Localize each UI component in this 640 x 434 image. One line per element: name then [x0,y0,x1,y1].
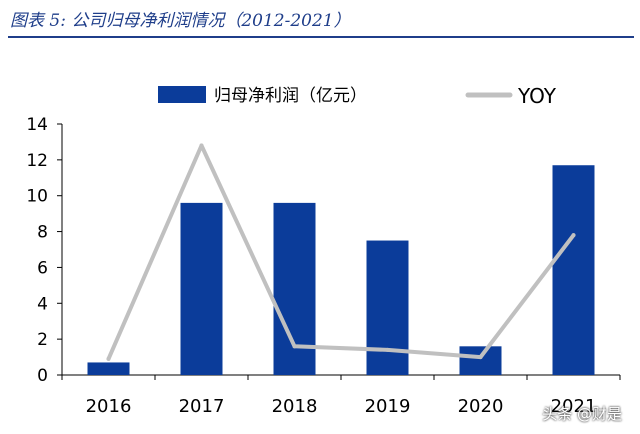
y-tick-label: 2 [37,330,48,350]
bars [87,165,595,375]
y-tick-label: 14 [26,115,48,135]
yoy-line [106,143,576,361]
y-tick-label: 12 [26,151,48,171]
legend: 归母净利润（亿元） YOY [158,84,557,108]
bar-2020 [459,346,502,375]
yoy-point-2018 [292,344,297,349]
bar-2017 [180,202,223,375]
y-tick-label: 6 [37,258,48,278]
y-tick-label: 0 [37,366,48,386]
yoy-point-2020 [478,355,483,360]
y-tick-label: 4 [37,294,48,314]
title-divider [8,36,634,38]
yoy-point-2016 [106,356,111,361]
x-tick-label: 2018 [272,396,318,417]
y-tick-label: 8 [37,223,48,243]
yoy-point-2017 [199,143,204,148]
bar-2018 [273,202,316,375]
watermark: 头条 @财是 [542,405,622,423]
tick-labels: 0 2 4 6 8 10 12 14 2016 2017 2018 2019 2020 2021 [26,115,596,417]
axes [57,123,621,380]
legend-bar-swatch [158,86,206,103]
x-tick-label: 2021 [551,396,597,417]
bar-2019 [366,240,409,375]
x-tick-label: 2019 [365,396,411,417]
yoy-point-2019 [385,347,390,352]
yoy-point-2021 [571,233,576,238]
bar-2016 [87,362,130,375]
x-tick-label: 2020 [458,396,504,417]
x-tick-label: 2016 [86,396,132,417]
y-tick-label: 10 [26,187,48,207]
figure-title: 图表 5: 公司归母净利润情况（2012-2021） [10,11,351,31]
legend-bar-label: 归母净利润（亿元） [214,86,367,106]
legend-line-label: YOY [517,84,557,108]
x-tick-label: 2017 [179,396,225,417]
bar-2021 [552,165,595,375]
yoy-line-layer [106,143,576,361]
